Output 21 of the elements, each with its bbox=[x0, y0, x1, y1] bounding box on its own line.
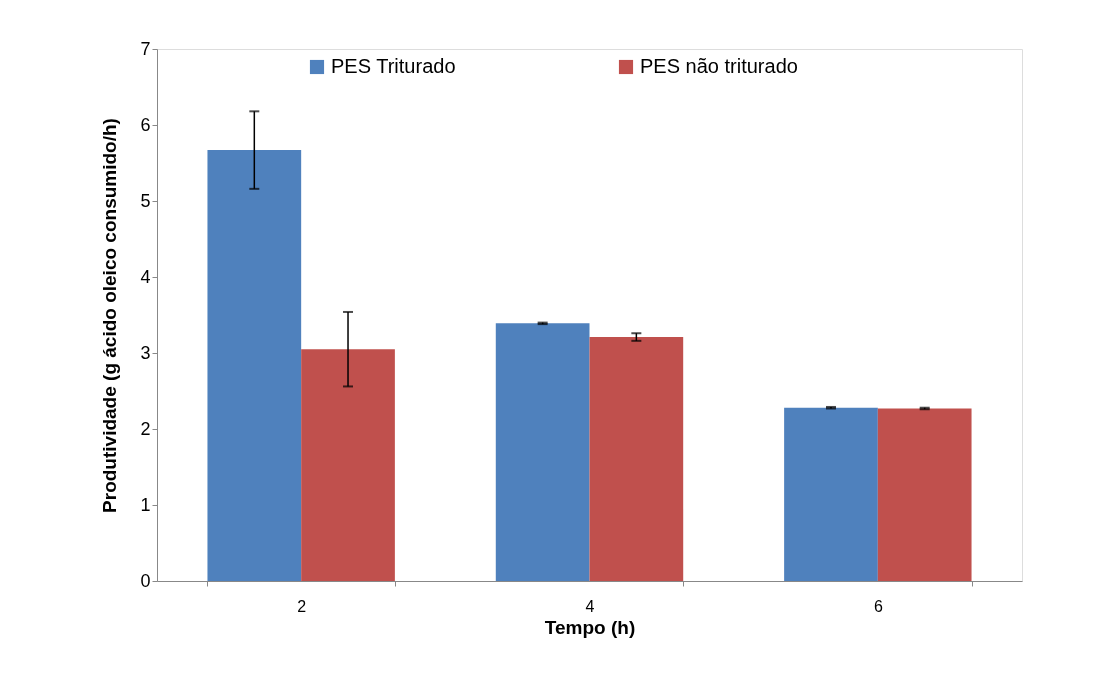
y-tick-label: 1 bbox=[140, 494, 151, 515]
x-tick-label: 2 bbox=[297, 597, 307, 615]
y-tick-label: 7 bbox=[140, 38, 151, 59]
bar bbox=[589, 337, 684, 581]
y-tick-label: 4 bbox=[140, 266, 151, 287]
x-tick-label: 4 bbox=[585, 597, 595, 615]
x-tick-label: 6 bbox=[873, 597, 883, 615]
y-tick-label: 0 bbox=[140, 570, 151, 591]
bar bbox=[784, 407, 878, 581]
y-tick-label: 6 bbox=[140, 114, 151, 135]
bar bbox=[877, 408, 972, 581]
y-tick-label: 3 bbox=[140, 342, 151, 363]
legend-label: PES Triturado bbox=[331, 55, 456, 77]
y-tick-label: 2 bbox=[140, 418, 151, 439]
bar bbox=[301, 349, 395, 581]
y-tick-label: 5 bbox=[140, 190, 151, 211]
legend-label: PES não triturado bbox=[640, 55, 798, 77]
bar bbox=[495, 323, 590, 581]
x-axis-title: Tempo (h) bbox=[544, 616, 636, 638]
bar bbox=[207, 150, 302, 581]
y-axis-title: Produtividade (g ácido oleico consumido/h) bbox=[99, 118, 121, 513]
